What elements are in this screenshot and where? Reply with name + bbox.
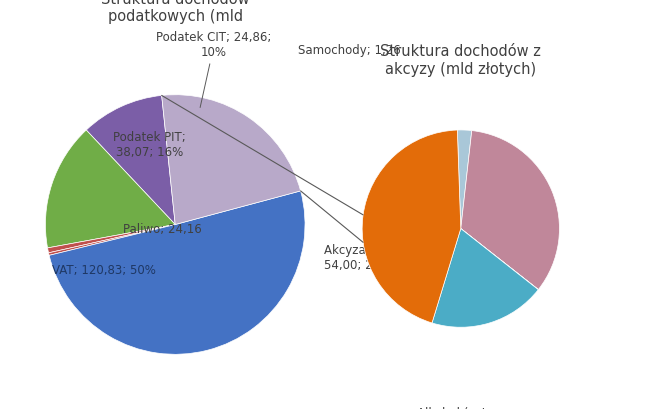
Wedge shape: [461, 131, 559, 290]
Text: VAT; 120,83; 50%: VAT; 120,83; 50%: [52, 264, 156, 277]
Wedge shape: [362, 131, 461, 323]
Wedge shape: [86, 96, 175, 225]
Text: Akcyza ogółem;
54,00; 23%: Akcyza ogółem; 54,00; 23%: [324, 243, 418, 271]
Wedge shape: [458, 130, 472, 229]
Text: Podatek CIT; 24,86;
10%: Podatek CIT; 24,86; 10%: [156, 31, 272, 108]
Text: Paliwo; 24,16: Paliwo; 24,16: [123, 222, 202, 236]
Wedge shape: [49, 191, 305, 355]
Wedge shape: [432, 229, 538, 328]
Text: Samochody; 1,26: Samochody; 1,26: [299, 44, 401, 57]
Text: Struktura dochodów
podatkowych (mld: Struktura dochodów podatkowych (mld: [101, 0, 250, 24]
Wedge shape: [162, 95, 300, 225]
Wedge shape: [45, 131, 175, 248]
Text: Alkohol (w tym
wino i piwo); 10,31: Alkohol (w tym wino i piwo); 10,31: [405, 406, 517, 409]
Text: Podatek PIT;
38,07; 16%: Podatek PIT; 38,07; 16%: [113, 131, 186, 159]
Text: Struktura dochodów z
akcyzy (mld złotych): Struktura dochodów z akcyzy (mld złotych…: [380, 44, 541, 76]
Wedge shape: [49, 225, 175, 256]
Wedge shape: [47, 225, 175, 253]
Wedge shape: [461, 229, 538, 290]
